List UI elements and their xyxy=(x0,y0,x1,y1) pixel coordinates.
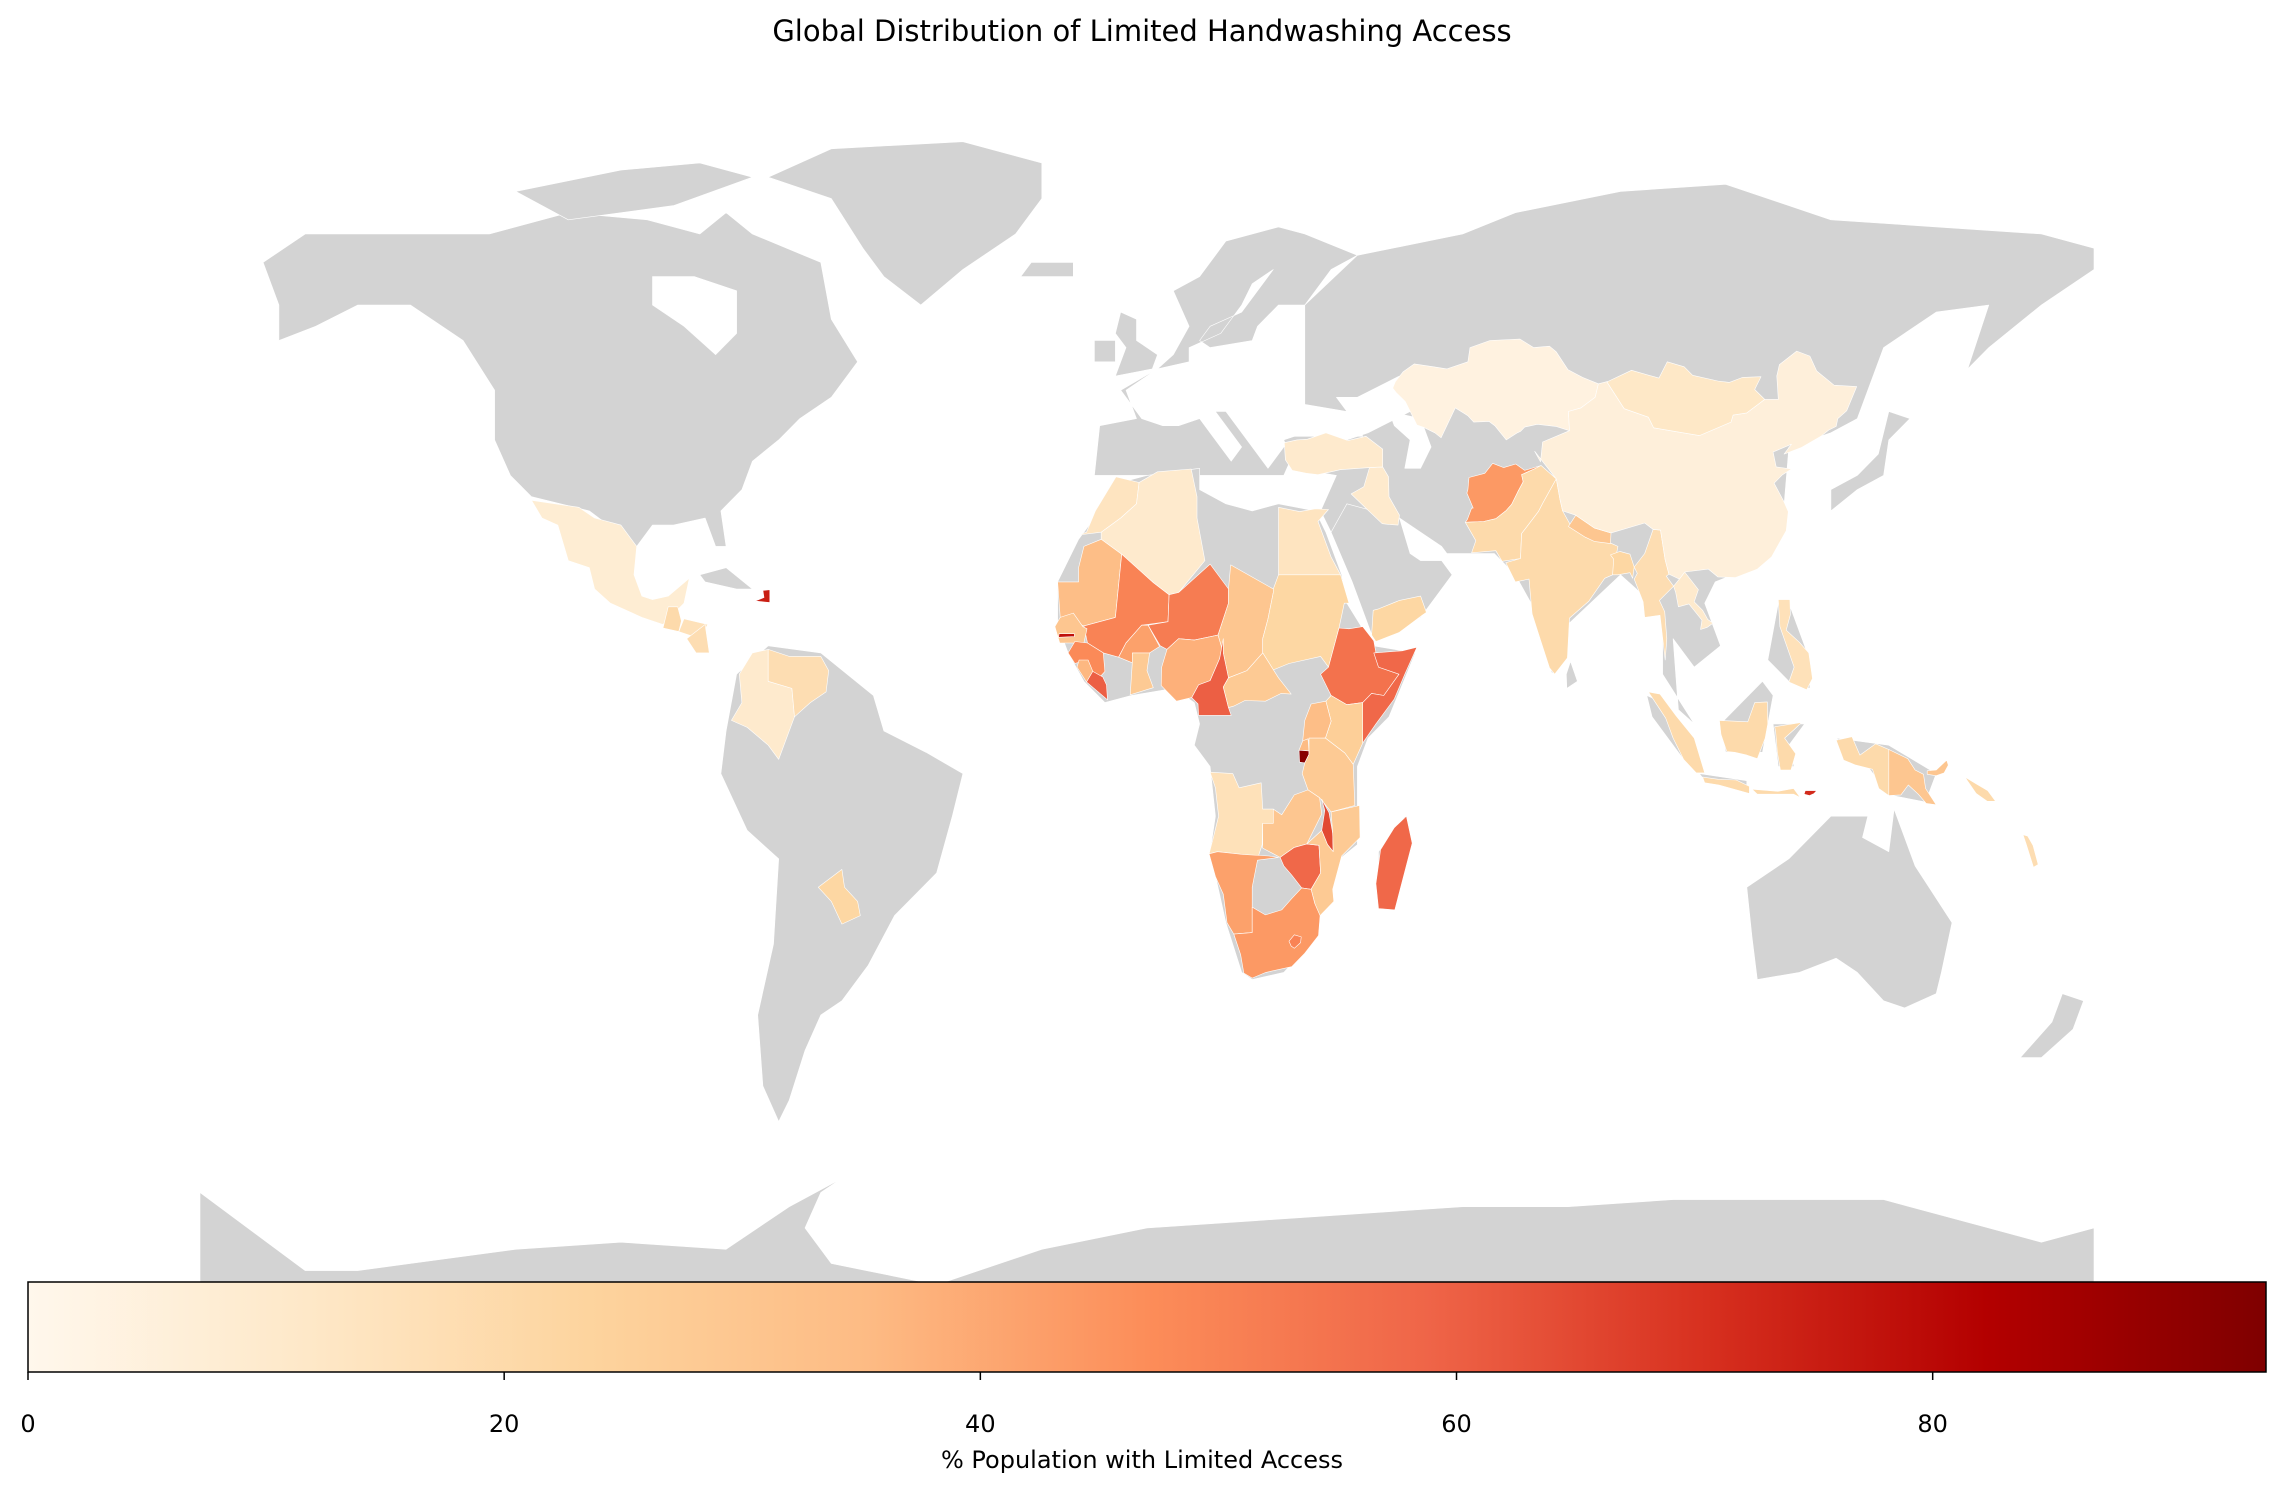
hudson-bay-water xyxy=(652,276,737,356)
uk-landmass xyxy=(1115,311,1158,377)
country-indonesia-sumatra xyxy=(1648,691,1705,774)
country-sudan xyxy=(1262,574,1350,671)
country-south-africa xyxy=(1233,887,1321,979)
country-mexico xyxy=(531,499,690,625)
country-haiti xyxy=(754,589,771,603)
chart-title: Global Distribution of Limited Handwashi… xyxy=(772,14,1512,48)
country-venezuela xyxy=(767,649,830,718)
australia-landmass xyxy=(1746,808,1953,1009)
country-iraq xyxy=(1350,466,1400,526)
black-sea-water xyxy=(1294,407,1363,437)
new-zealand-landmass xyxy=(2020,993,2084,1058)
country-gambia xyxy=(1058,633,1075,638)
country-liberia xyxy=(1086,671,1108,701)
country-egypt xyxy=(1278,506,1341,576)
country-lesotho xyxy=(1288,934,1302,949)
country-papua-new-guinea xyxy=(1888,749,1937,806)
country-indonesia-kalimantan xyxy=(1719,701,1769,760)
country-bangladesh xyxy=(1610,551,1635,579)
cuba-landmass xyxy=(699,567,753,590)
country-laos xyxy=(1673,571,1714,630)
country-mongolia xyxy=(1606,361,1765,436)
country-png-new-britain xyxy=(1926,759,1949,777)
colorbar-gradient xyxy=(27,1281,2267,1373)
country-guatemala xyxy=(662,606,682,632)
greenland-landmass xyxy=(767,141,1043,306)
country-madagascar xyxy=(1375,815,1413,911)
country-nicaragua xyxy=(686,624,710,654)
country-indonesia-sulawesi xyxy=(1774,719,1805,771)
country-angola xyxy=(1208,771,1274,860)
country-solomon-islands xyxy=(1964,776,1996,802)
country-philippines xyxy=(1778,599,1813,691)
sri-lanka-landmass xyxy=(1566,661,1578,689)
ireland-landmass xyxy=(1094,340,1116,363)
country-namibia xyxy=(1208,851,1279,935)
country-timor-leste xyxy=(1803,790,1817,796)
country-ghana xyxy=(1129,652,1154,696)
country-indonesia-java xyxy=(1702,776,1750,794)
arctic-islands-landmass xyxy=(515,162,753,221)
country-colombia xyxy=(731,649,795,760)
country-sierra-leone xyxy=(1076,659,1094,683)
colorbar-label: % Population with Limited Access xyxy=(941,1446,1343,1474)
landmass-layer xyxy=(199,141,2095,1371)
country-layer xyxy=(531,338,2039,979)
country-paraguay xyxy=(817,869,861,925)
country-somalia xyxy=(1362,646,1418,744)
iceland-landmass xyxy=(1020,262,1074,277)
colorbar-tickmarks xyxy=(27,1372,1934,1380)
japan-landmass xyxy=(1830,411,1911,512)
country-mauritania xyxy=(1057,538,1122,627)
colorbar xyxy=(27,1281,2267,1380)
country-central-african-republic xyxy=(1223,652,1292,708)
country-yemen xyxy=(1371,595,1427,642)
europe-landmass xyxy=(1094,226,1358,476)
country-turkey xyxy=(1284,432,1383,476)
north-america-landmass xyxy=(262,212,858,547)
country-vanuatu xyxy=(2022,834,2039,868)
country-myanmar xyxy=(1633,529,1674,661)
country-indonesia-nusa xyxy=(1751,788,1801,799)
